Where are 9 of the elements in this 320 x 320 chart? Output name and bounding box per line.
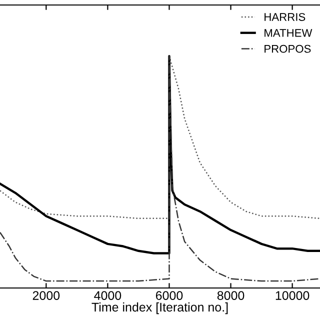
legend-label: HARRIS: [264, 13, 306, 21]
x-tick-label: 8000: [217, 291, 244, 300]
legend-label: MATHEW: [264, 29, 312, 37]
x-tick-label: 2000: [32, 291, 60, 300]
x-tick-label: 6000: [156, 291, 183, 300]
legend-label: PROPOS: [264, 44, 311, 53]
x-axis-title: Time index [Iteration no.]: [92, 302, 228, 314]
x-tick-label: 10000: [276, 291, 310, 300]
x-tick-label: 4000: [94, 291, 122, 300]
